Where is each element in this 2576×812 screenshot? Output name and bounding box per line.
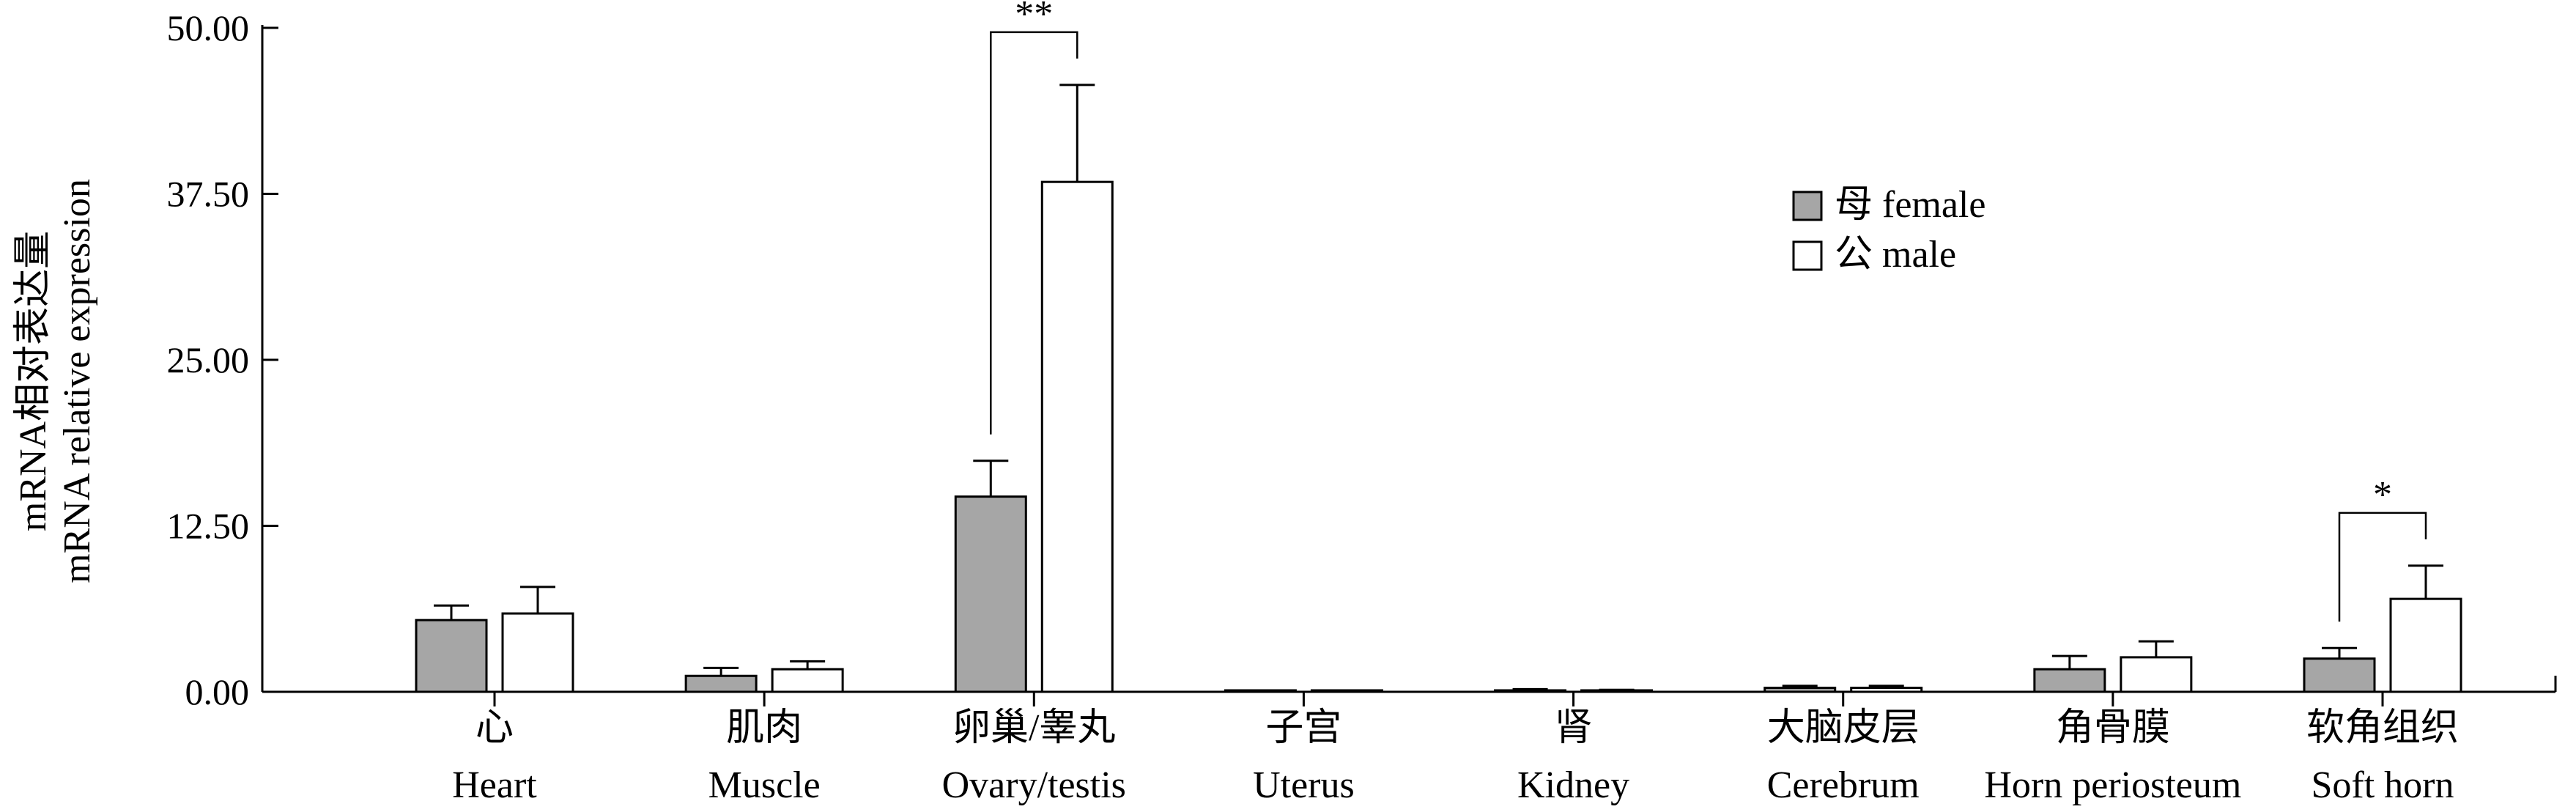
- error-bars: [434, 84, 2443, 692]
- significance-label: *: [2373, 474, 2392, 516]
- category-label-zh: 卵巢/睾丸: [952, 707, 1115, 749]
- bar-female-7: [2303, 657, 2376, 693]
- bar-male-6: [2120, 656, 2193, 693]
- category-label-en: Uterus: [1253, 764, 1355, 806]
- bar-male-5: [1850, 687, 1923, 693]
- y-tick-label: 25.00: [167, 339, 250, 380]
- bar-female-1: [684, 674, 758, 693]
- category-label-zh: 心: [475, 707, 514, 749]
- bars: [415, 180, 2462, 706]
- bar-male-7: [2389, 597, 2462, 693]
- x-axis-categories: 心 Heart 肌肉 Muscle 卵巢/睾丸 Ovary/testis 子宫 Uterus 肾…: [452, 707, 2459, 806]
- y-axis-title: mRNA相对表达量 mRNA relative expression: [12, 179, 98, 583]
- bar-male-1: [771, 668, 844, 693]
- axes: [261, 25, 2557, 693]
- category-label-en: Kidney: [1517, 764, 1629, 806]
- bar-female-5: [1763, 687, 1837, 693]
- category-label-zh: 子宫: [1265, 707, 1341, 749]
- bar-female-0: [415, 619, 488, 693]
- category-label-zh: 肌肉: [726, 707, 802, 749]
- bar-female-4: [1494, 689, 1567, 693]
- legend: 母 female 公 male: [1792, 184, 1985, 276]
- significance-bracket: [2338, 512, 2427, 622]
- category-label-en: Horn periosteum: [1984, 764, 2241, 806]
- legend-label-female: 母 female: [1835, 184, 1985, 226]
- y-axis-title-line-zh: mRNA相对表达量: [12, 231, 54, 531]
- y-tick-label: 37.50: [167, 174, 250, 215]
- category-label-zh: 角骨膜: [2056, 707, 2170, 749]
- bar-male-2: [1040, 180, 1114, 693]
- bar-female-2: [954, 495, 1027, 693]
- y-axis-ticks: 0.00 12.50 25.00 37.50 50.00: [167, 7, 278, 712]
- y-tick-label: 12.50: [167, 506, 250, 547]
- category-label-en: Heart: [452, 764, 537, 806]
- category-label-en: Cerebrum: [1767, 764, 1920, 806]
- category-label-en: Muscle: [708, 764, 821, 806]
- category-label-en: Soft horn: [2312, 764, 2454, 806]
- y-tick-label: 0.00: [185, 671, 250, 712]
- significance-markers: ***: [990, 0, 2427, 622]
- legend-swatch-female: [1792, 191, 1823, 221]
- significance-bracket: [990, 31, 1078, 435]
- legend-label-male: 公 male: [1835, 234, 1956, 276]
- y-axis-title-line-en: mRNA relative expression: [56, 179, 98, 583]
- category-label-zh: 大脑皮层: [1767, 707, 1920, 749]
- y-tick-label: 50.00: [167, 7, 250, 48]
- category-label-zh: 肾: [1555, 707, 1593, 749]
- bar-female-6: [2033, 668, 2106, 693]
- legend-swatch-male: [1792, 240, 1823, 271]
- category-label-zh: 软角组织: [2306, 707, 2459, 749]
- significance-label: **: [1015, 0, 1053, 35]
- bar-male-0: [501, 612, 574, 693]
- category-label-en: Ovary/testis: [942, 764, 1126, 806]
